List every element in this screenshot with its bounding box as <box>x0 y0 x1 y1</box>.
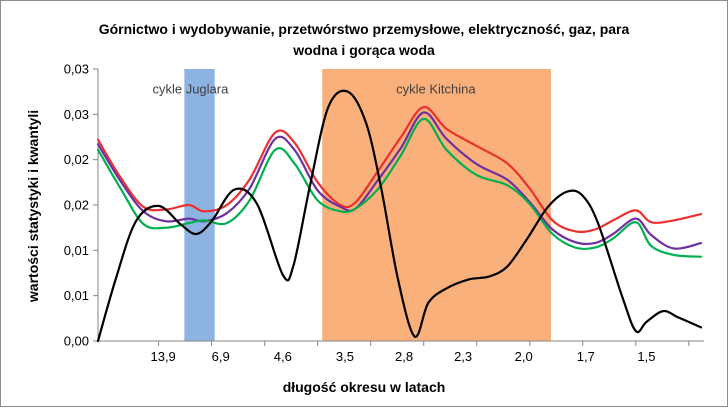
series-line-4 <box>96 89 703 343</box>
y-tick-label: 0,01 <box>64 243 89 258</box>
cycle-band-2 <box>322 69 551 341</box>
chart-title: Górnictwo i wydobywanie, przetwórstwo pr… <box>99 21 630 58</box>
series-lines <box>96 89 703 343</box>
x-tick-label: 2,8 <box>395 349 413 364</box>
axes <box>93 68 704 346</box>
cycle-bands <box>184 69 551 341</box>
series-line-1 <box>96 106 703 234</box>
band-label-1: cykle Juglara <box>152 81 229 96</box>
x-axis-title: długość okresu w latach <box>283 379 446 395</box>
y-tick-label: 0,03 <box>64 62 89 77</box>
y-tick-label: 0,00 <box>64 334 89 349</box>
y-axis-title: wartości statystyki i kwantyli <box>25 110 41 303</box>
band-label-2: cykle Kitchina <box>396 81 476 96</box>
y-tick-label: 0,01 <box>64 288 89 303</box>
x-tick-label: 1,7 <box>577 349 595 364</box>
x-tick-labels: 13,9 6,9 4,6 3,5 2,8 2,3 2,0 1,7 1,5 <box>150 349 655 364</box>
x-tick-label: 3,5 <box>336 349 354 364</box>
x-tick-label: 13,9 <box>150 349 175 364</box>
chart-title-line-1: Górnictwo i wydobywanie, przetwórstwo pr… <box>99 21 630 37</box>
band-labels: cykle Juglara cykle Kitchina <box>152 81 476 96</box>
x-tick-label: 1,5 <box>637 349 655 364</box>
x-tick-label: 2,3 <box>454 349 472 364</box>
y-tick-label: 0,03 <box>64 107 89 122</box>
y-tick-labels: 0,00 0,01 0,01 0,02 0,02 0,03 0,03 <box>64 62 89 349</box>
x-tick-label: 4,6 <box>274 349 292 364</box>
y-tick-label: 0,02 <box>64 198 89 213</box>
x-tick-label: 2,0 <box>515 349 533 364</box>
series-line-3 <box>96 117 703 258</box>
y-tick-label: 0,02 <box>64 152 89 167</box>
x-tick-label: 6,9 <box>212 349 230 364</box>
chart-title-line-2: wodna i gorąca woda <box>292 42 435 58</box>
